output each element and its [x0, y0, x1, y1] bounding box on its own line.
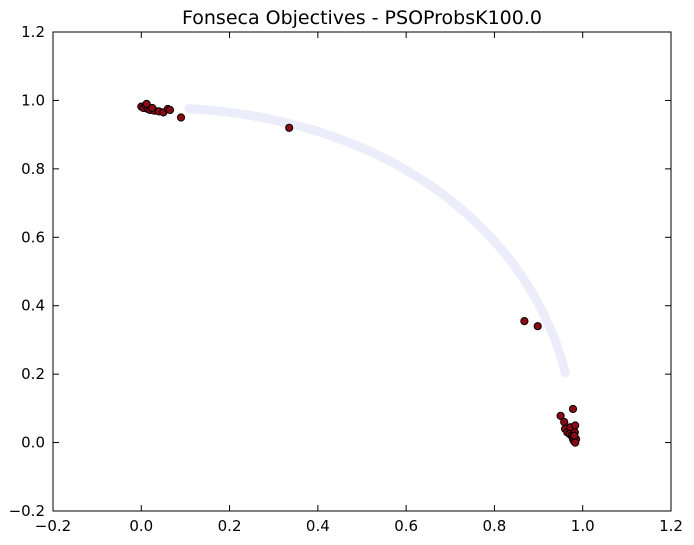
x-tick-label: 1.0: [571, 517, 595, 535]
x-tick-label: 1.2: [659, 517, 683, 535]
y-tick-label: 1.0: [21, 91, 45, 109]
data-point: [285, 123, 294, 132]
data-point: [560, 417, 569, 427]
y-tick-label: 1.2: [21, 23, 45, 41]
data-point: [165, 105, 175, 115]
data-point: [570, 431, 579, 440]
data-point: [148, 103, 157, 113]
y-tick-label: 0.2: [21, 365, 45, 383]
y-tick-label: 0.8: [21, 160, 45, 178]
data-point: [571, 421, 580, 430]
y-tick-label: 0.6: [21, 228, 45, 246]
axis-ticks: −0.2 0.0 0.2 0.4 0.6 0.8 1.0 1.2 −0.2 0.0 0.2 0.4 0.…: [9, 23, 683, 535]
chart-title: Fonseca Objectives - PSOProbsK100.0: [182, 7, 542, 29]
y-tick-label: 0.4: [21, 297, 45, 315]
data-point: [568, 404, 578, 414]
pareto-front-layer: [184, 104, 570, 378]
data-point: [533, 322, 542, 331]
y-tick-label: −0.2: [9, 502, 45, 520]
data-point: [571, 438, 580, 447]
data-point: [556, 411, 565, 420]
data-point: [520, 317, 529, 326]
x-tick-label: 0.0: [129, 517, 153, 535]
pareto-front-curve: [184, 104, 570, 378]
x-tick-label: 0.4: [306, 517, 330, 535]
x-tick-label: 0.2: [218, 517, 242, 535]
x-tick-label: 0.6: [394, 517, 418, 535]
solution-points-layer: [137, 99, 581, 447]
data-point: [176, 113, 186, 122]
plot-frame: [52, 31, 672, 512]
x-tick-label: 0.8: [482, 517, 506, 535]
x-tick-label: −0.2: [35, 517, 71, 535]
y-tick-label: 0.0: [21, 434, 45, 452]
data-point: [142, 99, 151, 109]
